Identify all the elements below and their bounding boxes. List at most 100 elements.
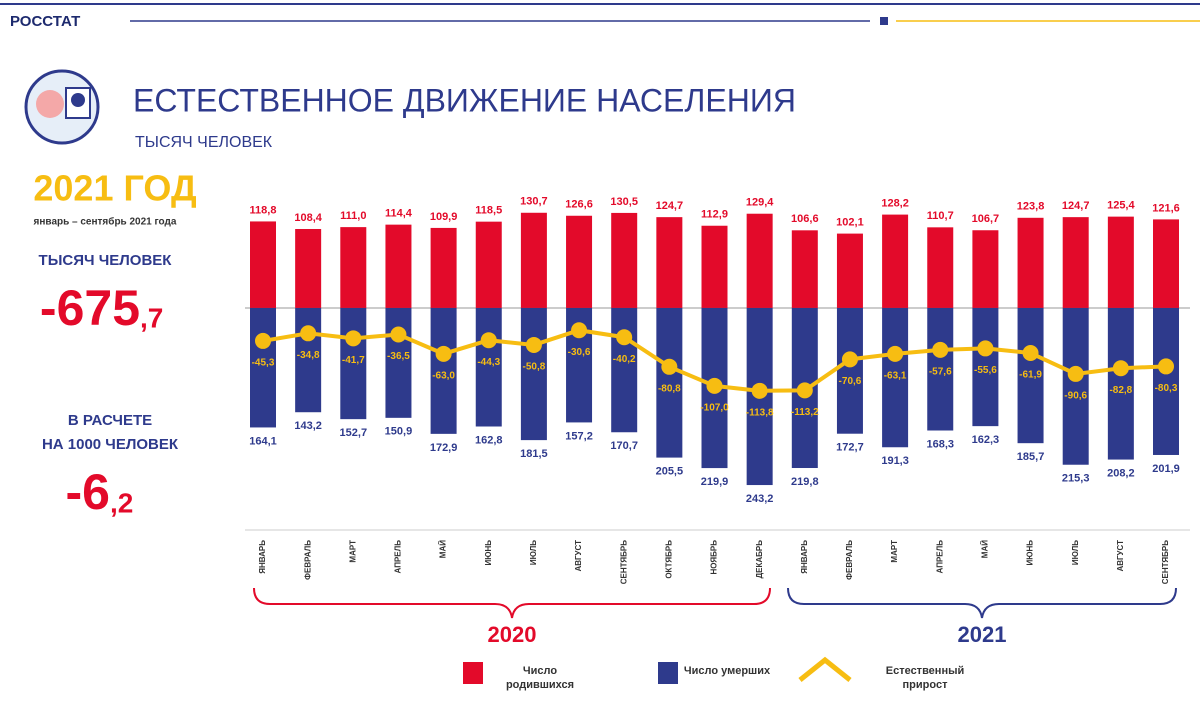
increase-label: -36,5 — [387, 351, 410, 362]
bar-deaths — [1153, 307, 1179, 455]
legend-text: Число родившихся — [505, 665, 575, 691]
births-label: 124,7 — [1062, 200, 1090, 212]
bar-births — [836, 233, 863, 308]
increase-point — [345, 330, 362, 347]
births-label: 111,0 — [340, 210, 366, 222]
x-tick-label: МАРТ — [890, 540, 899, 563]
deaths-label: 164,1 — [249, 435, 277, 447]
bar-births — [791, 230, 818, 308]
deaths-label: 215,3 — [1062, 473, 1090, 485]
rate-label: В РАСЧЕТЕ — [68, 412, 152, 429]
bar-births — [927, 227, 954, 308]
births-label: 124,7 — [656, 200, 684, 212]
deaths-label: 243,2 — [746, 493, 774, 505]
increase-label: -82,8 — [1109, 385, 1132, 396]
deaths-label: 172,7 — [836, 442, 864, 454]
bar-births — [1153, 219, 1179, 308]
bar-deaths — [340, 307, 367, 420]
brace-2020 — [253, 587, 771, 619]
increase-point — [751, 382, 768, 399]
births-label: 123,8 — [1017, 201, 1045, 213]
x-tick-label: ИЮНЬ — [484, 540, 493, 566]
bar-deaths — [611, 307, 638, 433]
births-label: 112,9 — [701, 209, 728, 221]
bar-births — [475, 221, 502, 308]
deaths-label: 152,7 — [340, 427, 368, 439]
x-tick-label: АПРЕЛЬ — [394, 540, 403, 574]
legend: Число родившихся Число умерших Естественны… — [463, 656, 965, 691]
births-label: 128,2 — [881, 197, 909, 209]
births-label: 129,4 — [746, 197, 774, 209]
increase-label: -61,9 — [1019, 370, 1042, 381]
rate-value: -6 — [66, 464, 110, 520]
increase-label: -57,6 — [929, 367, 952, 378]
bar-births — [701, 225, 728, 308]
deaths-label: 172,9 — [430, 442, 458, 454]
births-label: 108,4 — [294, 212, 322, 224]
births-label: 118,8 — [250, 204, 277, 216]
births-label: 126,6 — [565, 199, 593, 211]
increase-label: -45,3 — [252, 358, 275, 369]
legend-text: Число умерших — [683, 665, 771, 677]
births-label: 130,7 — [520, 196, 548, 208]
increase-point — [1067, 365, 1084, 382]
increase-point — [1022, 345, 1039, 362]
brace-2021 — [787, 587, 1177, 619]
deaths-label: 185,7 — [1017, 451, 1045, 463]
bar-deaths — [1107, 307, 1134, 460]
increase-point — [616, 329, 633, 346]
bar-births — [972, 230, 999, 308]
increase-label: -107,0 — [700, 403, 729, 414]
x-tick-label: ФЕВРАЛЬ — [303, 540, 312, 580]
deaths-label: 201,9 — [1152, 463, 1180, 475]
increase-label: -34,8 — [297, 350, 320, 361]
increase-label: -55,6 — [974, 365, 997, 376]
bar-deaths — [836, 307, 863, 434]
increase-label: -41,7 — [342, 355, 365, 366]
x-tick-label: НОЯБРЬ — [710, 540, 719, 575]
increase-label: -90,6 — [1064, 391, 1087, 402]
increase-point — [300, 325, 317, 342]
legend-label: Естественный прирост — [885, 665, 965, 691]
x-tick-label: СЕНТЯБРЬ — [1161, 540, 1170, 585]
bar-deaths — [430, 307, 457, 434]
summary-total: -675 — [40, 280, 140, 336]
bar-births — [746, 213, 773, 308]
births-label: 125,4 — [1107, 200, 1135, 212]
legend-swatch — [798, 656, 852, 682]
bar-births — [611, 212, 638, 308]
increase-label: -30,6 — [568, 347, 591, 358]
x-tick-label: АВГУСТ — [574, 540, 583, 572]
increase-point — [435, 345, 452, 362]
x-tick-label: ЯНВАРЬ — [800, 540, 809, 574]
legend-label: Число родившихся — [505, 665, 575, 691]
deaths-label: 162,8 — [475, 434, 503, 446]
bar-births — [250, 221, 276, 308]
increase-label: -44,3 — [477, 357, 500, 368]
x-tick-label: ЯНВАРЬ — [258, 540, 267, 574]
deaths-label: 143,2 — [294, 420, 322, 432]
births-label: 130,5 — [610, 196, 638, 208]
births-label: 118,5 — [475, 205, 502, 217]
legend-swatch — [658, 662, 678, 684]
bar-deaths — [882, 307, 909, 448]
bar-deaths — [656, 307, 683, 458]
header-square — [880, 17, 888, 25]
bar-births — [340, 227, 367, 308]
bar-births — [882, 214, 909, 308]
increase-point — [480, 332, 497, 349]
bar-births — [1017, 217, 1044, 308]
increase-label: -80,8 — [658, 383, 681, 394]
births-label: 106,6 — [791, 213, 819, 225]
title: ЕСТЕСТВЕННОЕ ДВИЖЕНИЕ НАСЕЛЕНИЯ — [133, 82, 796, 118]
bar-births — [385, 224, 412, 308]
deaths-label: 168,3 — [926, 438, 954, 450]
x-tick-label: МАРТ — [348, 540, 357, 563]
increase-point — [255, 332, 271, 349]
legend-text: Естественный прирост — [885, 665, 965, 691]
bar-births — [295, 229, 322, 308]
x-tick-label: ФЕВРАЛЬ — [845, 540, 854, 580]
bar-deaths — [520, 307, 547, 441]
increase-point — [977, 340, 994, 357]
subtitle: ТЫСЯЧ ЧЕЛОВЕК — [135, 134, 273, 151]
